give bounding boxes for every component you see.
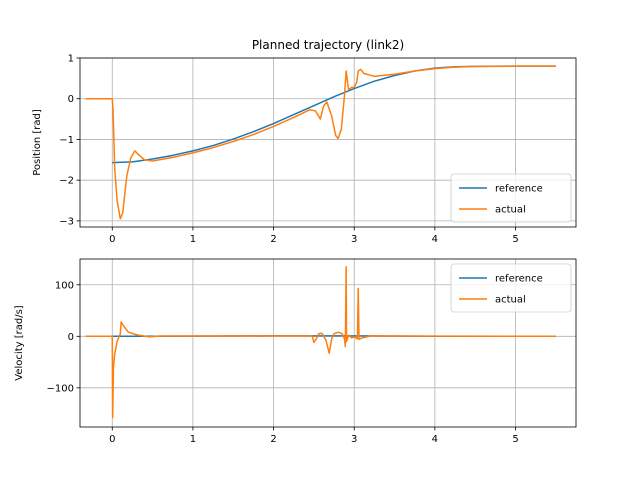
x-tick-label: 1 [190, 234, 196, 245]
x-tick-label: 0 [109, 434, 115, 445]
series-line-actual [85, 65, 556, 220]
y-axis-label: Position [rad] [32, 109, 43, 176]
y-tick-label: −100 [47, 383, 74, 394]
legend-box [450, 263, 572, 313]
series-line-reference [112, 65, 556, 164]
y-tick-label: 1 [68, 54, 74, 65]
chart-title: Planned trajectory (link2) [252, 38, 404, 52]
x-tick-label: 3 [351, 234, 357, 245]
x-tick-label: 2 [270, 434, 276, 445]
x-tick-label: 0 [109, 234, 115, 245]
legend-box [450, 173, 572, 223]
axes-frame [79, 57, 577, 228]
subplot-1: 0 1 2 3 4 5 −3 −2 −1 0 1 Planned trajectory (link2)… [32, 38, 577, 245]
legend-label-reference: reference [495, 184, 543, 195]
y-tick-label: 0 [68, 332, 74, 343]
x-tick-label: 2 [270, 234, 276, 245]
x-tick-label: 4 [432, 234, 438, 245]
series-line-actual [85, 265, 556, 419]
y-tick-label: −1 [59, 135, 74, 146]
x-tick-label: 4 [432, 434, 438, 445]
legend: reference actual [450, 173, 572, 223]
y-tick-label: −3 [59, 216, 74, 227]
x-tick-label: 5 [512, 434, 518, 445]
y-tick-label: 0 [68, 94, 74, 105]
legend-label-actual: actual [495, 205, 526, 216]
subplot-2: 0 1 2 3 4 5 −100 0 100 Velocity [rad/s] reference a… [14, 258, 577, 445]
legend: reference actual [450, 263, 572, 313]
x-tick-label: 1 [190, 434, 196, 445]
legend-label-actual: actual [495, 295, 526, 306]
y-tick-label: −2 [59, 176, 74, 187]
legend-label-reference: reference [495, 274, 543, 285]
x-tick-label: 3 [351, 434, 357, 445]
y-axis-label: Velocity [rad/s] [14, 305, 25, 380]
x-tick-label: 5 [512, 234, 518, 245]
axes-frame [79, 258, 577, 428]
y-tick-label: 100 [55, 280, 74, 291]
